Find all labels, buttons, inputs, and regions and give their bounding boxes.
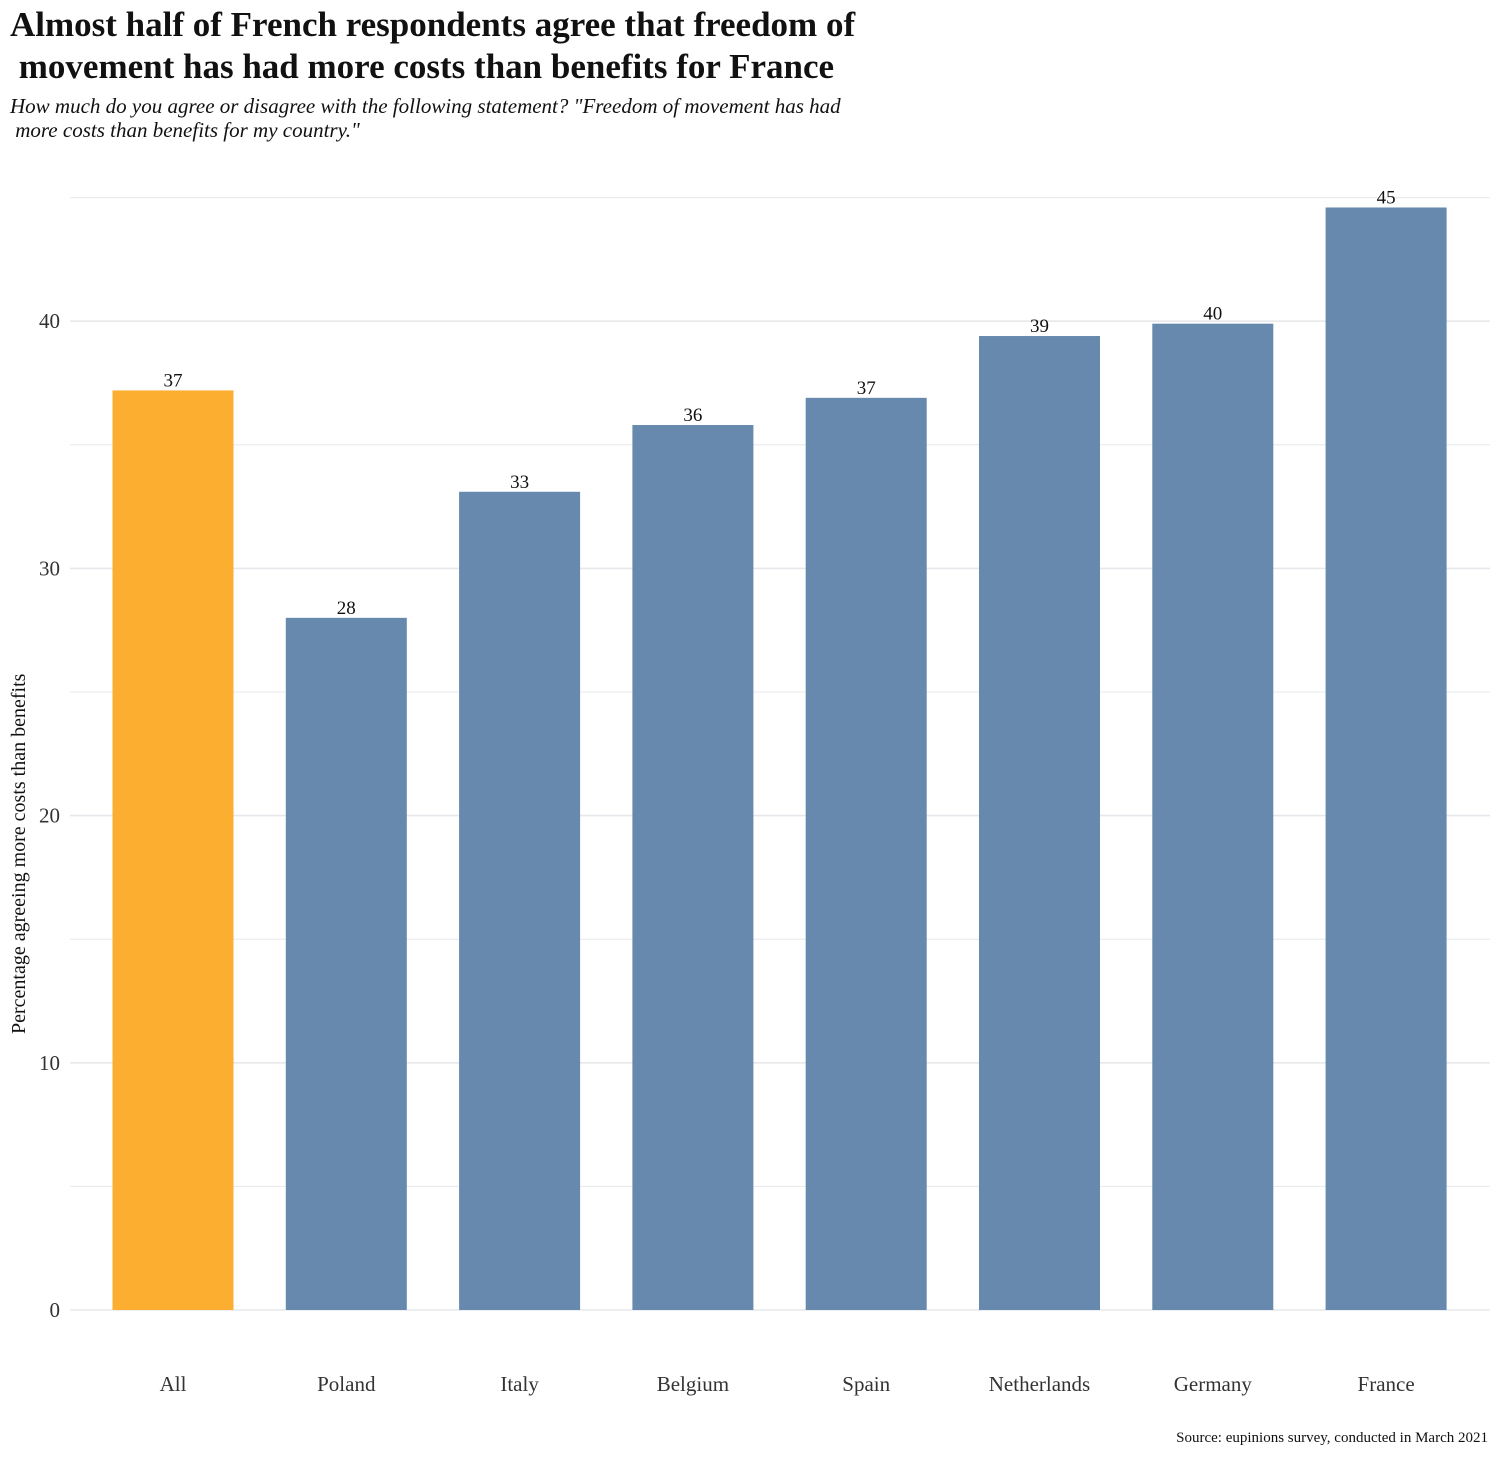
data-label: 28 xyxy=(337,598,356,619)
data-label: 37 xyxy=(164,370,183,391)
bar-spain xyxy=(805,397,927,1310)
x-tick-label: All xyxy=(160,1372,187,1396)
bar-italy xyxy=(459,491,581,1310)
y-tick-label: 10 xyxy=(39,1051,60,1075)
x-tick-label: Belgium xyxy=(657,1372,729,1396)
data-label: 33 xyxy=(510,472,529,493)
chart-title: Almost half of French respondents agree … xyxy=(10,4,970,88)
data-label: 45 xyxy=(1377,187,1396,208)
data-label: 40 xyxy=(1203,304,1222,325)
x-tick-label: Spain xyxy=(842,1372,890,1396)
x-tick-label: Italy xyxy=(500,1372,539,1396)
x-tick-label: France xyxy=(1358,1372,1415,1396)
chart-title-line-1: Almost half of French respondents agree … xyxy=(10,5,856,44)
data-label: 36 xyxy=(683,405,702,426)
chart-subtitle: How much do you agree or disagree with t… xyxy=(10,94,970,142)
chart-title-line-2: movement has had more costs than benefit… xyxy=(10,47,835,86)
x-tick-label: Netherlands xyxy=(989,1372,1090,1396)
source-note: Source: eupinions survey, conducted in M… xyxy=(1176,1430,1488,1446)
y-tick-label: 30 xyxy=(39,556,60,580)
bar-france xyxy=(1325,207,1447,1310)
x-tick-label: Germany xyxy=(1174,1372,1253,1396)
bar-germany xyxy=(1152,323,1274,1310)
bar-all xyxy=(112,390,234,1310)
data-label: 39 xyxy=(1030,316,1049,337)
x-tick-label: Poland xyxy=(317,1372,376,1396)
bar-poland xyxy=(285,617,407,1310)
y-tick-label: 20 xyxy=(39,804,60,828)
data-label: 37 xyxy=(857,378,876,399)
bar-netherlands xyxy=(979,336,1100,1311)
chart-subtitle-line-1: How much do you agree or disagree with t… xyxy=(10,94,841,118)
y-axis-label: Percentage agreeing more costs than bene… xyxy=(8,673,30,1034)
y-tick-label: 40 xyxy=(39,309,60,333)
chart-subtitle-line-2: more costs than benefits for my country.… xyxy=(10,118,360,142)
bar-belgium xyxy=(632,425,754,1310)
y-tick-label: 0 xyxy=(50,1298,61,1322)
